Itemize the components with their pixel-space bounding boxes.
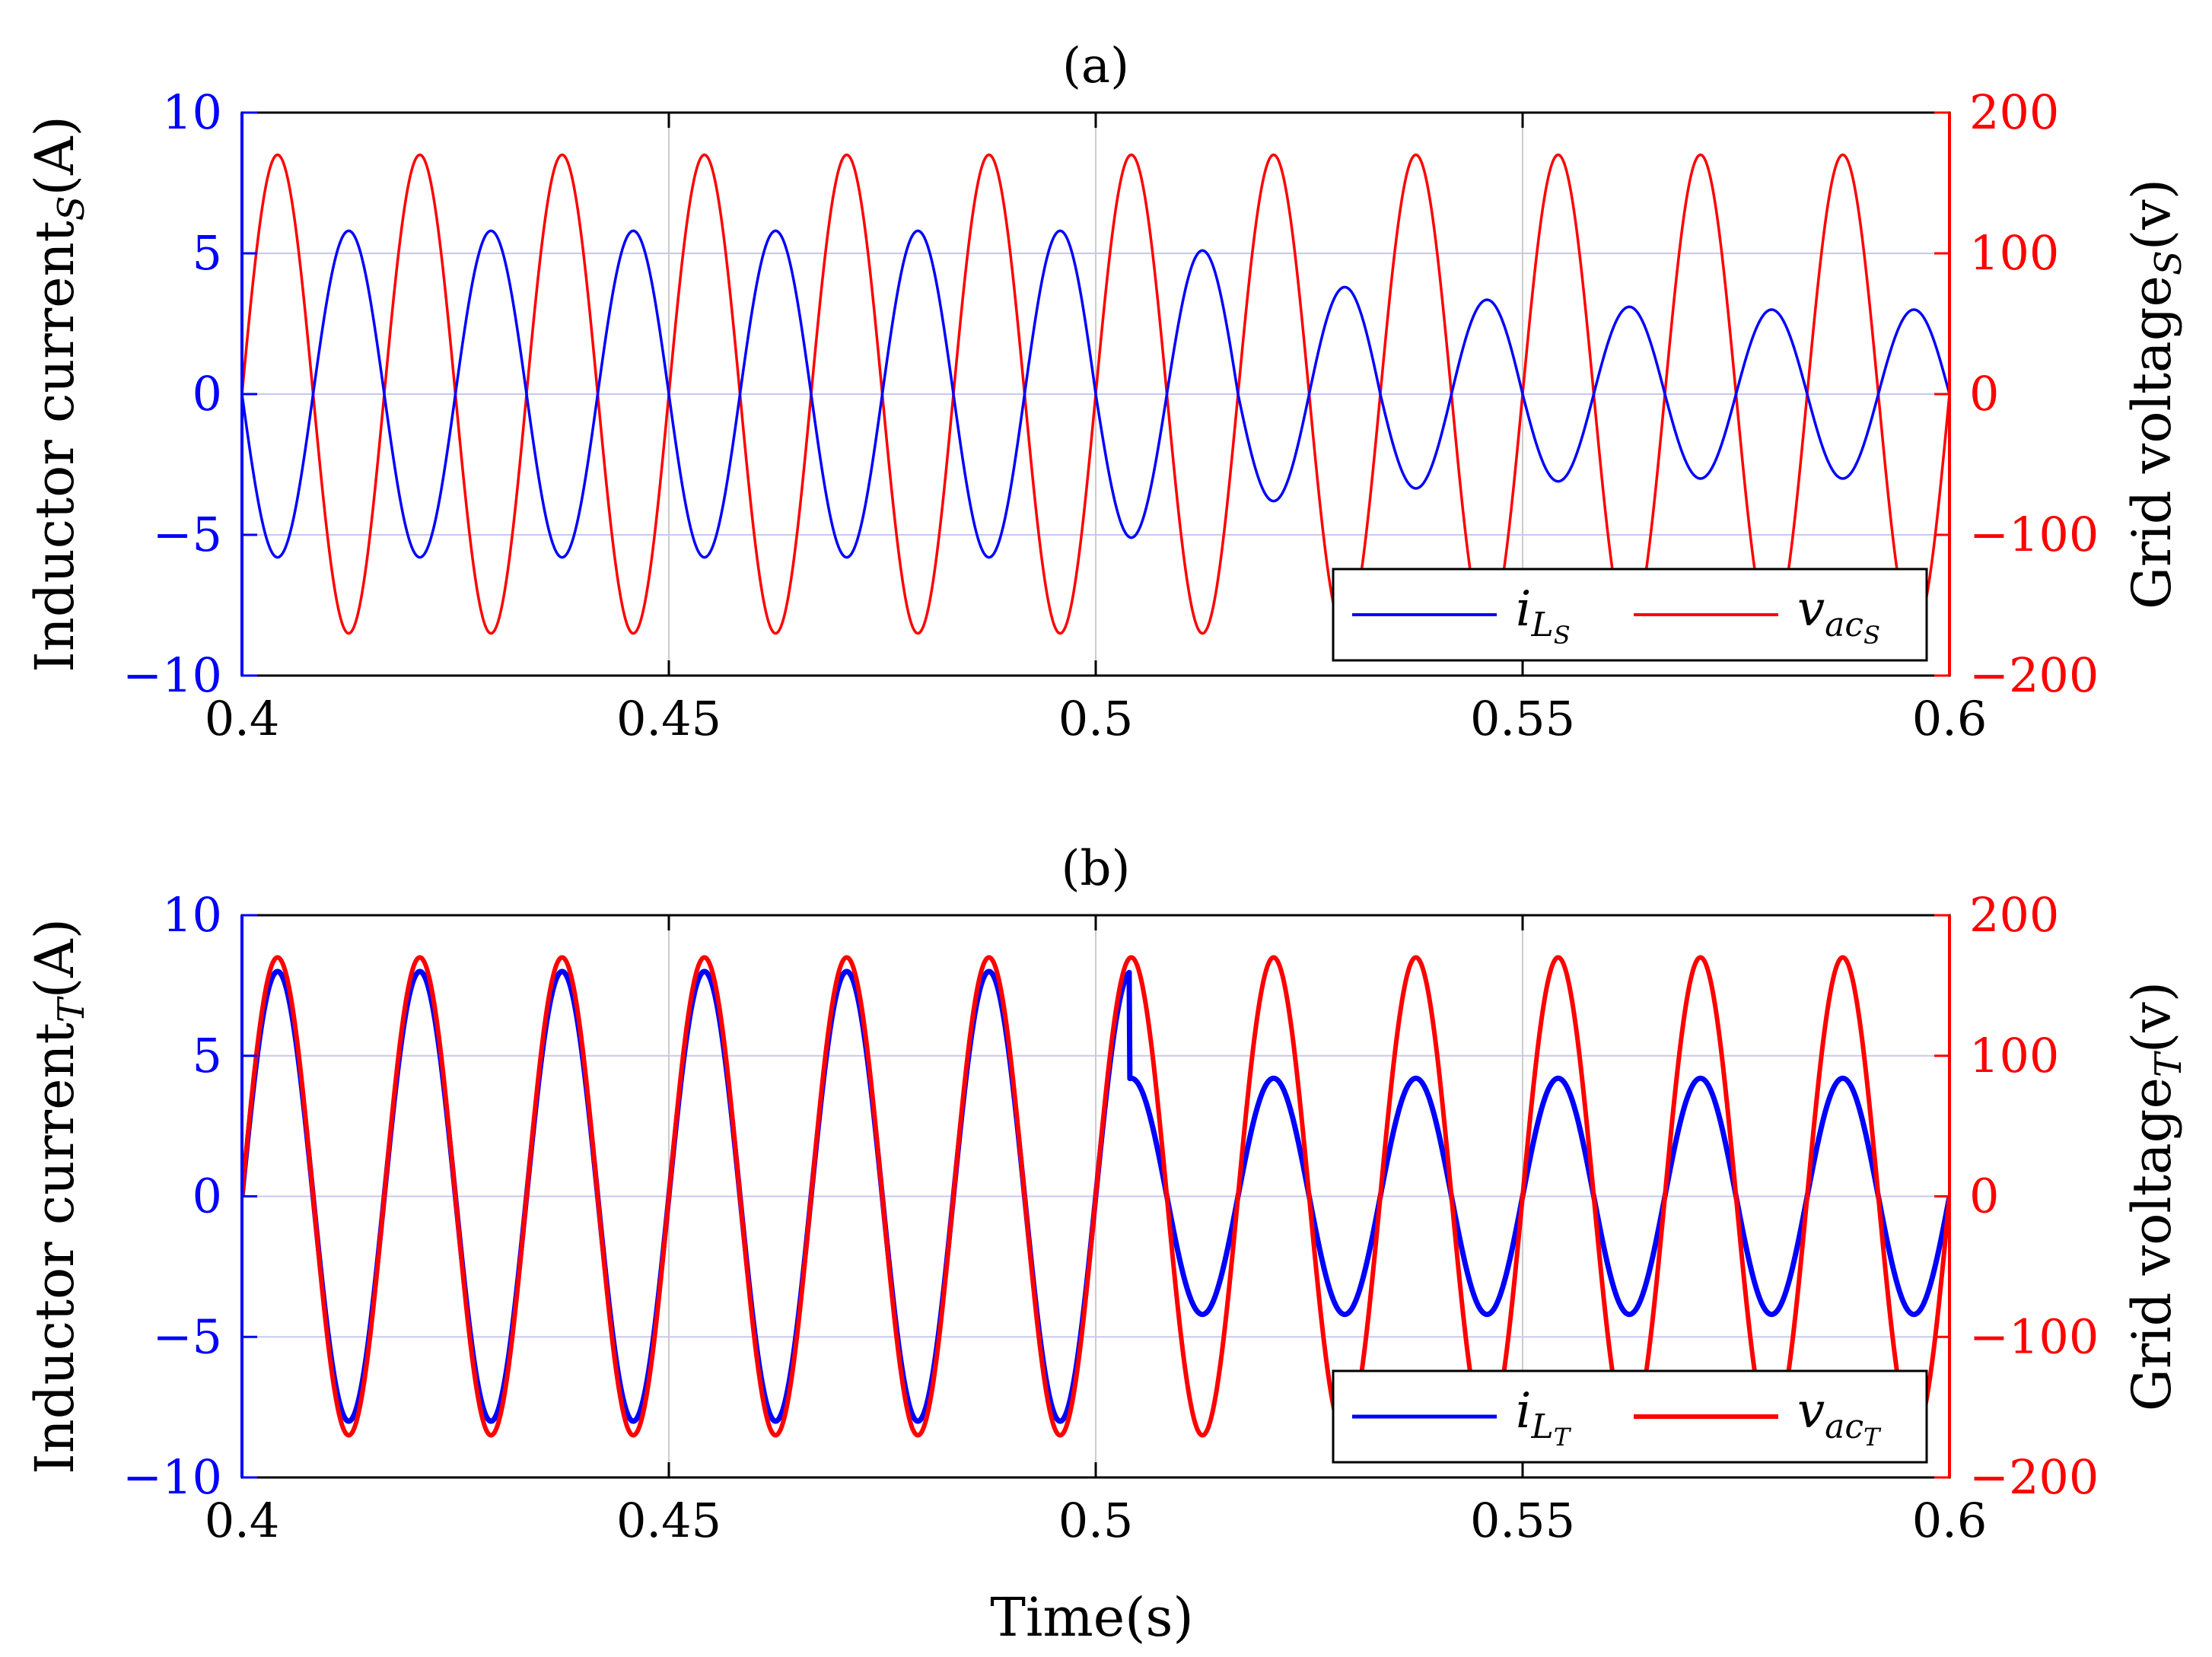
x-tick-label: 0.4 bbox=[205, 691, 280, 746]
panel-a-legend-voltage-subsub: S bbox=[1863, 621, 1880, 650]
panel-b-legend-current-sub: L bbox=[1530, 1407, 1553, 1446]
left-tick-label: 0 bbox=[193, 1169, 222, 1224]
panel-a-legend-label-current: iLS bbox=[1516, 581, 1571, 650]
panel-a-legend-label-voltage: vacS bbox=[1797, 581, 1880, 650]
left-tick-label: −5 bbox=[153, 1309, 222, 1364]
right-tick-label: 200 bbox=[1969, 84, 2059, 140]
panel-b-legend-voltage-main: v bbox=[1797, 1383, 1825, 1439]
series-v_acT bbox=[242, 955, 1949, 1438]
panel-b-left-ylabel-unit: (A) bbox=[24, 918, 86, 998]
right-tick-label: 200 bbox=[1969, 887, 2059, 943]
panel-a: (a) 0.4 0.45 0.5 0.55 0.6 10 5 0 −5 −10 200 100 0 −… bbox=[24, 38, 2190, 746]
panel-b-x-ticks: 0.4 0.45 0.5 0.55 0.6 bbox=[205, 915, 1988, 1548]
panel-b-legend-voltage-sub: ac bbox=[1825, 1407, 1863, 1446]
panel-b-legend-current-main: i bbox=[1516, 1383, 1531, 1439]
panel-a-right-ylabel-unit: (v) bbox=[2121, 179, 2183, 250]
panel-b-legend-voltage-subsub: T bbox=[1863, 1423, 1882, 1452]
panel-a-legend-current-subsub: S bbox=[1554, 621, 1571, 650]
panel-b-legend-current-subsub: T bbox=[1554, 1423, 1572, 1452]
right-tick-label: 0 bbox=[1969, 366, 1999, 421]
x-tick-label: 0.5 bbox=[1058, 1493, 1134, 1548]
panel-b-legend-label-voltage: vacT bbox=[1797, 1383, 1882, 1452]
panel-a-legend-voltage-sub: ac bbox=[1825, 606, 1863, 644]
panel-a-left-ylabel-sub: S bbox=[50, 196, 93, 221]
x-tick-label: 0.6 bbox=[1912, 691, 1988, 746]
panel-b-left-ylabel: Inductor currentT(A) bbox=[24, 918, 93, 1474]
left-tick-label: 10 bbox=[162, 84, 222, 140]
left-tick-label: 5 bbox=[193, 1028, 222, 1083]
panel-b-right-ticks: 200 100 0 −100 −200 bbox=[1934, 887, 2099, 1505]
panel-a-legend: iLS vacS bbox=[1332, 568, 1928, 662]
panel-b-left-ylabel-sub: T bbox=[50, 996, 93, 1023]
panel-a-right-ticks: 200 100 0 −100 −200 bbox=[1934, 84, 2099, 703]
panel-b-left-ticks: 10 5 0 −5 −10 bbox=[123, 887, 257, 1505]
panel-a-left-ylabel: Inductor currentS(A) bbox=[24, 116, 93, 673]
panel-a-right-ylabel: Grid voltageS(v) bbox=[2121, 179, 2190, 609]
right-tick-label: −100 bbox=[1969, 507, 2099, 562]
panel-a-legend-voltage-main: v bbox=[1797, 581, 1825, 638]
right-tick-label: 100 bbox=[1969, 225, 2059, 281]
panel-b-right-ylabel-sub: T bbox=[2147, 1051, 2190, 1077]
panel-b-right-ylabel: Grid voltageT(v) bbox=[2121, 981, 2190, 1411]
left-tick-label: 0 bbox=[193, 366, 222, 421]
panel-a-legend-current-main: i bbox=[1516, 581, 1531, 638]
left-tick-label: 10 bbox=[162, 887, 222, 943]
left-tick-label: 5 bbox=[193, 225, 222, 281]
panel-a-legend-current-sub: L bbox=[1530, 606, 1553, 644]
right-tick-label: −200 bbox=[1969, 1449, 2099, 1505]
x-tick-label: 0.6 bbox=[1912, 1493, 1988, 1548]
panel-a-right-ylabel-sub: S bbox=[2147, 250, 2190, 275]
x-tick-label: 0.55 bbox=[1470, 691, 1575, 746]
x-axis-label: Time(s) bbox=[990, 1586, 1193, 1649]
panel-a-left-ylabel-main: Inductor current bbox=[24, 221, 86, 673]
right-tick-label: −100 bbox=[1969, 1309, 2099, 1364]
series-i_LS bbox=[242, 229, 1949, 559]
x-tick-label: 0.55 bbox=[1470, 1493, 1575, 1548]
panel-a-title: (a) bbox=[1062, 38, 1129, 94]
panel-b-left-ylabel-main: Inductor current bbox=[24, 1023, 86, 1474]
x-tick-label: 0.45 bbox=[616, 691, 721, 746]
left-tick-label: −10 bbox=[123, 647, 222, 703]
x-tick-label: 0.5 bbox=[1058, 691, 1134, 746]
panel-b-series bbox=[242, 955, 1949, 1438]
right-tick-label: 0 bbox=[1969, 1169, 1999, 1224]
panel-a-left-ticks: 10 5 0 −5 −10 bbox=[123, 84, 257, 703]
panel-a-x-ticks: 0.4 0.45 0.5 0.55 0.6 bbox=[205, 113, 1988, 746]
right-tick-label: 100 bbox=[1969, 1028, 2059, 1083]
left-tick-label: −5 bbox=[153, 507, 222, 562]
panel-b-legend: iLT vacT bbox=[1332, 1369, 1928, 1464]
panel-b: (b) 0.4 0.45 0.5 0.55 0.6 10 5 0 −5 −10 200 100 0 −… bbox=[24, 841, 2190, 1548]
panel-a-series bbox=[242, 153, 1949, 635]
x-tick-label: 0.45 bbox=[616, 1493, 721, 1548]
panel-b-right-ylabel-main: Grid voltage bbox=[2121, 1077, 2183, 1411]
panel-a-left-ylabel-unit: (A) bbox=[24, 116, 86, 196]
x-tick-label: 0.4 bbox=[205, 1493, 280, 1548]
panel-b-legend-label-current: iLT bbox=[1516, 1383, 1572, 1452]
panel-a-right-ylabel-main: Grid voltage bbox=[2121, 275, 2183, 609]
panel-b-right-ylabel-unit: (v) bbox=[2121, 981, 2183, 1053]
right-tick-label: −200 bbox=[1969, 647, 2099, 703]
panel-b-title: (b) bbox=[1061, 841, 1131, 897]
left-tick-label: −10 bbox=[123, 1449, 222, 1505]
